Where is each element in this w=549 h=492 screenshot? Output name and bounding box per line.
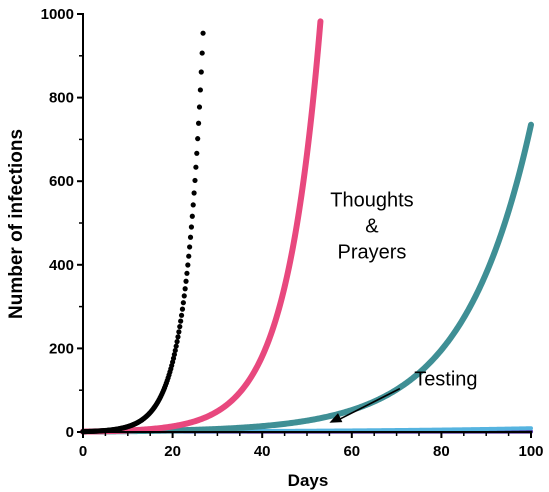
- annotation-0: Thoughts & Prayers: [330, 189, 413, 263]
- annotation-text: &: [365, 215, 379, 237]
- series-0-point: [184, 271, 189, 276]
- series-0-point: [190, 214, 195, 219]
- series-0-point: [176, 329, 181, 334]
- x-tick-label: 0: [79, 443, 87, 460]
- y-axis-title: Number of infections: [6, 129, 27, 319]
- series-0-point: [174, 344, 179, 349]
- x-tick-label: 60: [343, 443, 360, 460]
- series-0-point: [192, 190, 197, 195]
- tick-group: 0 200 400 600 800 1000 0 20 40 60 80 100: [41, 6, 544, 460]
- x-tick-label: 100: [518, 443, 543, 460]
- annotation-text: Testing: [414, 369, 477, 391]
- series-0-point: [173, 348, 178, 353]
- series-0-point: [188, 235, 193, 240]
- series-0-point: [175, 334, 180, 339]
- annotation-1: Testing: [329, 369, 477, 423]
- y-tick-label: 400: [49, 257, 74, 274]
- series-0-point: [180, 307, 185, 312]
- series-0-point: [182, 293, 187, 298]
- series-0-point: [193, 165, 198, 170]
- x-tick-label: 80: [433, 443, 450, 460]
- series-0-point: [197, 104, 202, 109]
- series-0-point: [195, 136, 200, 141]
- series-0-point: [181, 300, 186, 305]
- series-0-point: [185, 262, 190, 267]
- series-0-point: [186, 254, 191, 259]
- y-tick-label: 1000: [41, 6, 74, 23]
- x-tick-label: 40: [254, 443, 271, 460]
- y-tick-label: 600: [49, 173, 74, 190]
- series-0-point: [183, 286, 188, 291]
- y-tick-label: 800: [49, 90, 74, 107]
- series-0-point: [200, 31, 205, 36]
- series-1-line: [83, 21, 320, 431]
- y-tick-label: 0: [66, 424, 74, 441]
- series-0-point: [177, 324, 182, 329]
- annotation-text: Prayers: [338, 241, 407, 263]
- series-0-point: [194, 151, 199, 156]
- annotation-arrow-shaft: [338, 389, 399, 420]
- series-0-point: [178, 319, 183, 324]
- series-0-point: [192, 178, 197, 183]
- series-0-points: [80, 31, 205, 435]
- series-0-point: [200, 50, 205, 55]
- x-axis-title: Days: [288, 471, 329, 490]
- series-0-point: [189, 224, 194, 229]
- series-0-point: [191, 202, 196, 207]
- annotation-text: Thoughts: [330, 189, 413, 211]
- series-0-point: [174, 339, 179, 344]
- series-0-point: [183, 279, 188, 284]
- series-0-point: [187, 244, 192, 249]
- series-0-point: [196, 121, 201, 126]
- series-0-point: [199, 69, 204, 74]
- series-0-point: [179, 313, 184, 318]
- series-0-point: [198, 87, 203, 92]
- y-tick-label: 200: [49, 340, 74, 357]
- x-tick-label: 20: [164, 443, 181, 460]
